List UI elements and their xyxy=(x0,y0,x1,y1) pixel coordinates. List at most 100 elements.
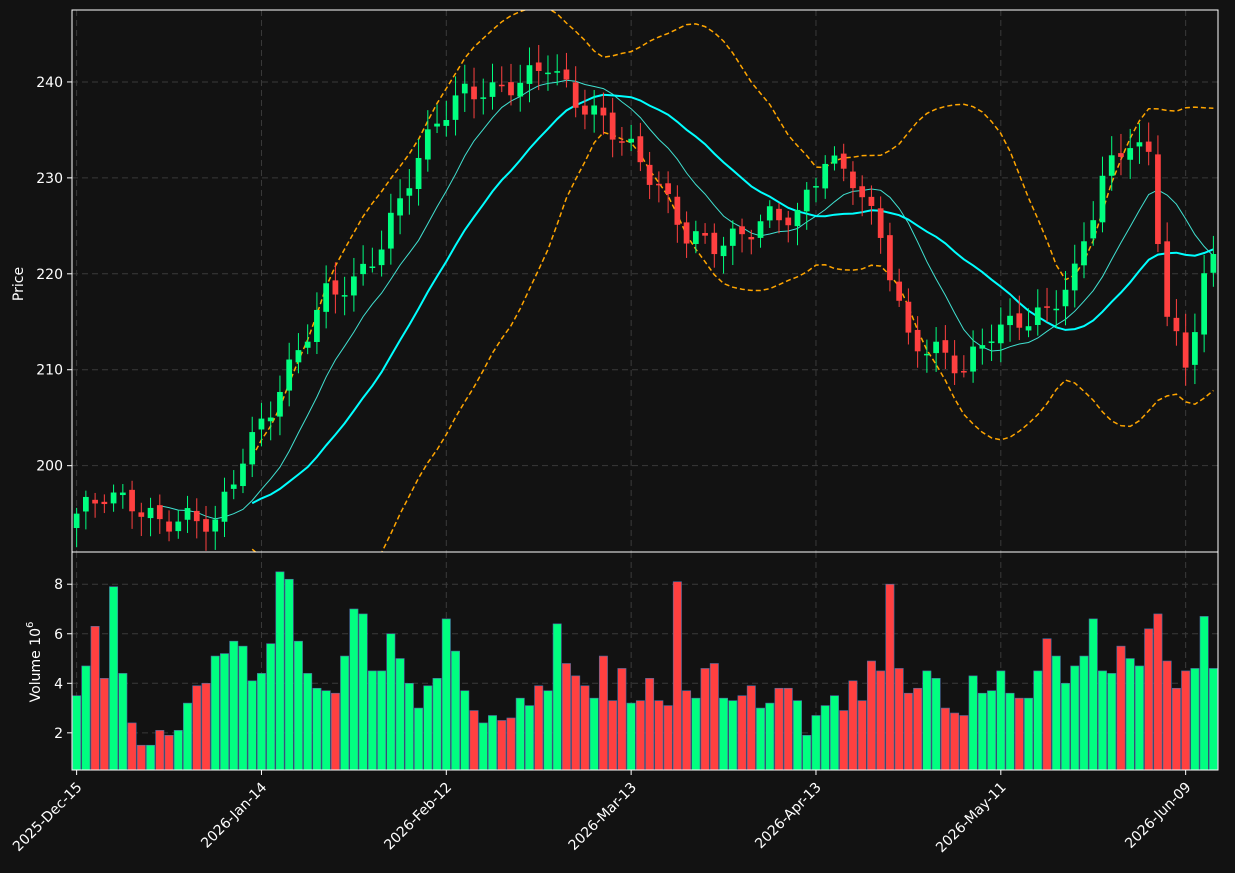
volume-bar xyxy=(1199,616,1209,771)
price-tick-label: 200 xyxy=(36,459,63,475)
volume-bar xyxy=(1005,692,1015,771)
candle xyxy=(304,324,311,355)
volume-bar xyxy=(423,685,433,771)
candle xyxy=(323,265,330,329)
candle-body xyxy=(351,276,357,296)
candle xyxy=(970,330,976,383)
candle xyxy=(1016,295,1023,341)
candle-body xyxy=(517,82,524,97)
candle xyxy=(739,218,745,253)
candle-body xyxy=(471,86,477,100)
volume-bar xyxy=(756,707,765,771)
candle-body xyxy=(203,519,209,532)
candle-body xyxy=(1155,154,1161,245)
candle-body xyxy=(1164,241,1171,317)
candle xyxy=(711,223,718,268)
candle xyxy=(720,236,727,274)
volume-bar xyxy=(903,692,913,771)
candle xyxy=(776,202,782,234)
candle xyxy=(655,171,662,203)
candle-body xyxy=(82,496,89,512)
volume-bar xyxy=(682,690,692,771)
candle-body xyxy=(545,72,551,75)
price-axis-label: Price xyxy=(11,267,27,301)
candle xyxy=(1099,156,1106,233)
volume-bar xyxy=(913,687,923,771)
candle-body xyxy=(267,417,274,422)
candle-body xyxy=(295,350,302,363)
candle-body xyxy=(794,209,801,227)
candle-body xyxy=(110,492,117,504)
volume-bar xyxy=(1051,655,1061,771)
candle xyxy=(443,100,450,137)
candle xyxy=(896,268,903,307)
volume-bar xyxy=(173,730,183,771)
candle-body xyxy=(905,301,912,333)
candle xyxy=(545,55,551,91)
candle-body xyxy=(840,153,847,169)
volume-bar xyxy=(377,670,387,771)
volume-bar xyxy=(146,744,156,771)
volume-bar xyxy=(885,583,895,771)
volume-tick-label: 6 xyxy=(54,627,63,643)
long-moving-average-line xyxy=(251,93,1214,505)
volume-bar xyxy=(404,682,414,771)
volume-tick-label: 2 xyxy=(54,726,63,742)
candle xyxy=(1053,290,1060,328)
volume-bar xyxy=(1181,670,1191,771)
candle-body xyxy=(73,513,80,529)
candle-body xyxy=(415,157,422,190)
candle xyxy=(1081,222,1087,279)
candle xyxy=(82,490,89,530)
volume-bar xyxy=(561,663,571,771)
candle-body xyxy=(92,499,98,504)
volume-bar xyxy=(1042,638,1052,771)
candle-body xyxy=(443,120,450,126)
candle-body xyxy=(1081,241,1087,266)
volume-bar xyxy=(183,702,192,771)
volume-bar xyxy=(1125,658,1135,771)
volume-axis-label: Volume 106 xyxy=(25,622,44,703)
volume-bar xyxy=(340,655,350,771)
volume-bar xyxy=(229,640,239,771)
candle xyxy=(166,510,172,542)
candle-body xyxy=(1136,142,1143,147)
candle xyxy=(489,63,496,110)
candle-body xyxy=(757,221,764,238)
candle xyxy=(1071,244,1078,308)
volume-bar xyxy=(497,720,507,771)
candle-body xyxy=(831,155,838,164)
candle xyxy=(757,214,764,248)
candle xyxy=(785,211,792,243)
volume-bar xyxy=(793,700,802,771)
candle xyxy=(240,448,246,494)
candle-body xyxy=(997,324,1004,344)
volume-bar xyxy=(876,670,886,771)
volume-bar xyxy=(571,675,581,771)
volume-bar xyxy=(617,668,627,771)
volume-bar xyxy=(118,673,128,771)
candle xyxy=(665,171,671,214)
candle xyxy=(905,288,912,345)
candle-body xyxy=(498,84,505,87)
volume-axis-label-base: Volume 10 xyxy=(28,628,44,702)
volume-bar xyxy=(746,685,756,771)
candle xyxy=(193,498,200,539)
volume-bar xyxy=(543,690,553,771)
volume-bar xyxy=(99,678,109,771)
volume-bar xyxy=(1079,655,1089,771)
candle-body xyxy=(184,508,191,520)
volume-bar xyxy=(238,645,248,771)
candle xyxy=(332,262,339,314)
candle-body xyxy=(1025,326,1032,331)
volume-bar xyxy=(1144,628,1154,771)
volume-bar xyxy=(940,707,950,771)
candle xyxy=(988,324,995,361)
candle-body xyxy=(434,123,440,127)
candle-body xyxy=(369,266,376,268)
candle-body xyxy=(424,129,431,160)
candle-body xyxy=(193,510,200,522)
candle-body xyxy=(286,359,293,391)
candle xyxy=(628,124,635,152)
volume-bar xyxy=(1171,687,1181,771)
